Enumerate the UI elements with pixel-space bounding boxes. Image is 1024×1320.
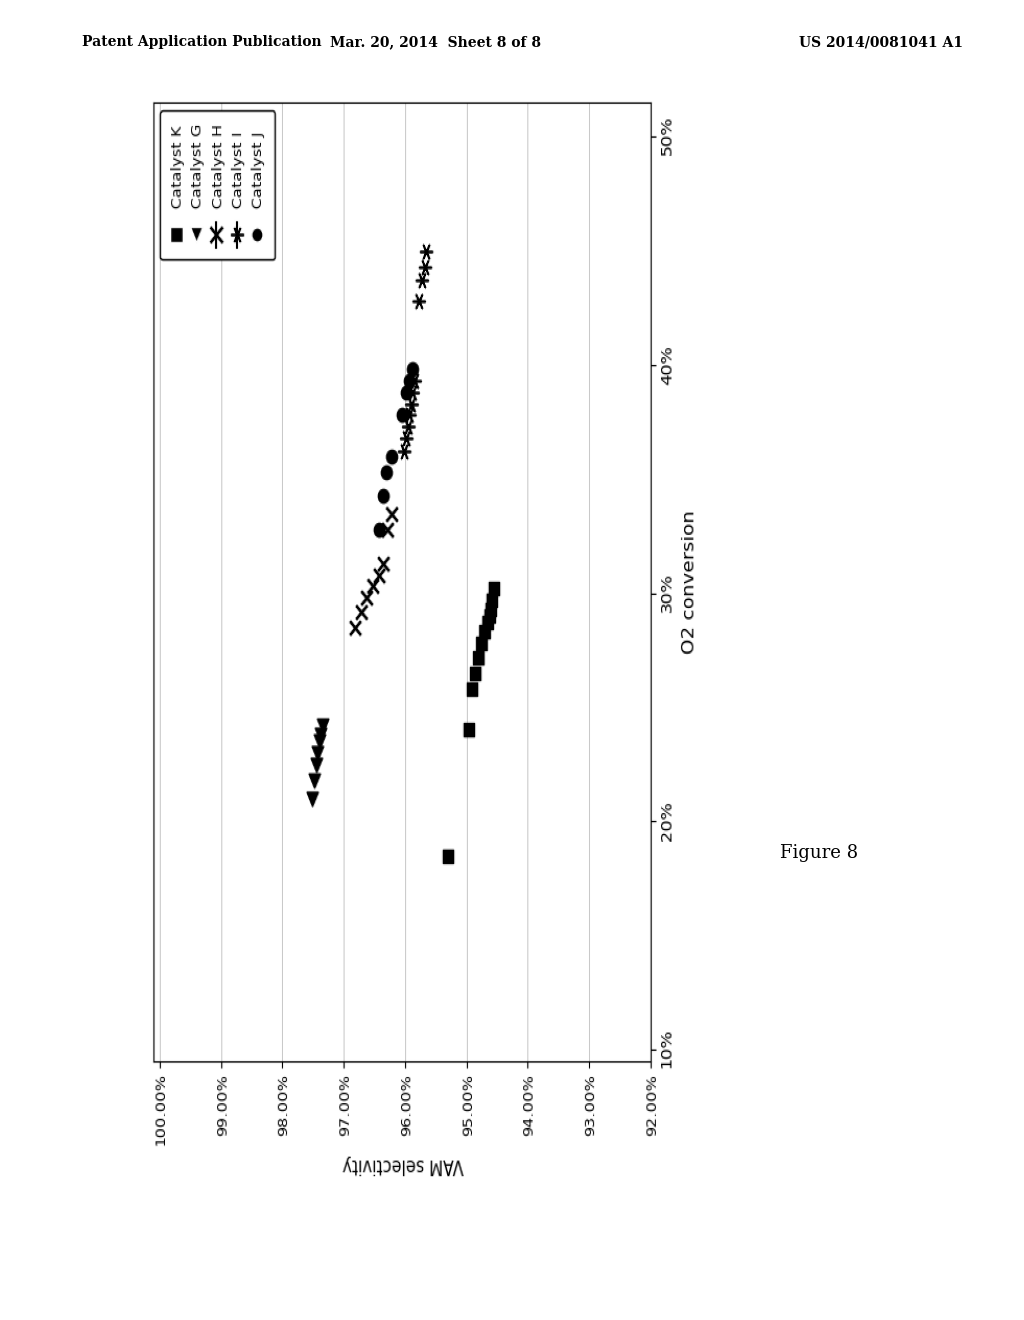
- Text: US 2014/0081041 A1: US 2014/0081041 A1: [799, 36, 963, 49]
- Text: Mar. 20, 2014  Sheet 8 of 8: Mar. 20, 2014 Sheet 8 of 8: [330, 36, 541, 49]
- Text: Figure 8: Figure 8: [780, 843, 858, 862]
- Text: Patent Application Publication: Patent Application Publication: [82, 36, 322, 49]
